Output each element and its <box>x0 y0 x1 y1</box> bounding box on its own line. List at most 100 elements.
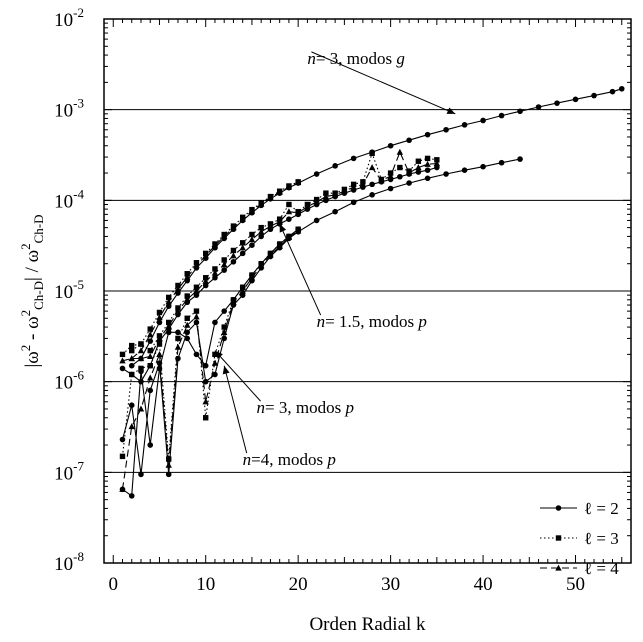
data-point <box>165 322 172 329</box>
data-point <box>415 169 422 175</box>
data-point <box>220 328 228 335</box>
data-point <box>249 242 255 248</box>
data-point <box>257 228 265 235</box>
data-point <box>480 117 486 124</box>
data-point <box>202 282 209 289</box>
data-point <box>212 266 218 272</box>
data-point <box>498 159 505 166</box>
data-point <box>174 285 182 292</box>
data-point <box>239 240 246 246</box>
data-point <box>387 185 394 192</box>
data-point <box>555 564 562 571</box>
data-point <box>369 181 375 188</box>
data-point <box>286 201 292 208</box>
data-point <box>165 461 172 468</box>
data-point <box>239 292 246 298</box>
data-point <box>119 365 126 372</box>
data-point <box>174 307 182 314</box>
data-point <box>147 347 153 354</box>
data-point <box>128 423 135 430</box>
data-point <box>332 208 338 215</box>
data-point <box>165 303 172 309</box>
data-point <box>212 351 218 358</box>
annotation-text: n=4, modos p <box>243 450 336 469</box>
y-axis-label: |ω2 - ω2Ch-D| / ω2Ch-D <box>18 214 46 367</box>
data-point <box>396 148 404 155</box>
data-point <box>184 273 191 280</box>
annotation-text: n= 3, modos p <box>257 398 354 417</box>
data-point <box>221 324 227 330</box>
y-tick-label: 10-2 <box>54 5 84 31</box>
data-point <box>211 359 219 366</box>
legend-entry: ℓ = 3 <box>540 529 619 548</box>
x-tick-label: 40 <box>474 574 493 595</box>
data-point <box>369 150 375 157</box>
y-tick-label: 10-8 <box>54 549 84 575</box>
data-point <box>443 126 449 133</box>
data-point <box>119 453 126 460</box>
data-point <box>212 274 218 281</box>
data-point <box>555 535 562 541</box>
legend-label: ℓ = 2 <box>584 499 619 518</box>
data-point <box>184 315 190 321</box>
data-point <box>137 347 145 354</box>
data-point <box>147 326 153 332</box>
data-point <box>129 371 135 378</box>
data-point <box>294 179 302 186</box>
data-point <box>230 258 237 265</box>
series-line <box>131 181 299 352</box>
data-point <box>184 271 190 277</box>
data-point <box>166 319 172 326</box>
data-point <box>230 247 237 254</box>
data-point <box>322 193 330 200</box>
legend-label: ℓ = 4 <box>584 559 619 578</box>
data-point <box>129 347 135 354</box>
data-point <box>220 233 228 240</box>
data-point <box>129 342 135 349</box>
data-point <box>257 200 265 207</box>
data-point <box>184 295 191 302</box>
data-point <box>119 436 126 443</box>
x-tick-label: 50 <box>566 574 585 595</box>
series <box>119 164 440 385</box>
data-point <box>415 164 422 171</box>
data-point <box>406 137 412 144</box>
data-point <box>239 244 246 251</box>
data-point <box>239 250 246 257</box>
data-point <box>313 171 320 177</box>
annotation-text: n= 3, modos g <box>307 49 404 68</box>
data-point <box>397 164 403 171</box>
data-point <box>294 209 302 216</box>
data-point <box>433 160 441 167</box>
data-point <box>267 194 274 201</box>
data-point <box>212 371 218 378</box>
data-point <box>230 252 237 259</box>
data-point <box>128 402 135 409</box>
data-point <box>378 177 385 184</box>
data-point <box>128 355 135 362</box>
data-point <box>434 157 440 163</box>
data-point <box>147 387 154 394</box>
data-point <box>258 233 264 240</box>
data-point <box>249 272 255 278</box>
data-point <box>555 505 562 511</box>
data-point <box>405 169 413 176</box>
data-point <box>128 493 135 499</box>
data-point <box>248 207 256 214</box>
grid-lines <box>104 109 631 473</box>
legend-label: ℓ = 3 <box>584 529 619 548</box>
data-point <box>202 277 209 284</box>
data-point <box>239 287 246 294</box>
data-point <box>248 236 256 243</box>
data-point <box>267 222 274 229</box>
data-point <box>554 100 560 106</box>
data-point <box>331 191 339 198</box>
data-point <box>258 260 264 267</box>
data-point <box>295 226 301 233</box>
data-point <box>119 351 126 358</box>
data-point <box>175 282 181 289</box>
series-line <box>121 228 299 460</box>
data-point <box>193 261 200 268</box>
annotation-arrow <box>214 350 261 402</box>
data-point <box>147 338 154 344</box>
